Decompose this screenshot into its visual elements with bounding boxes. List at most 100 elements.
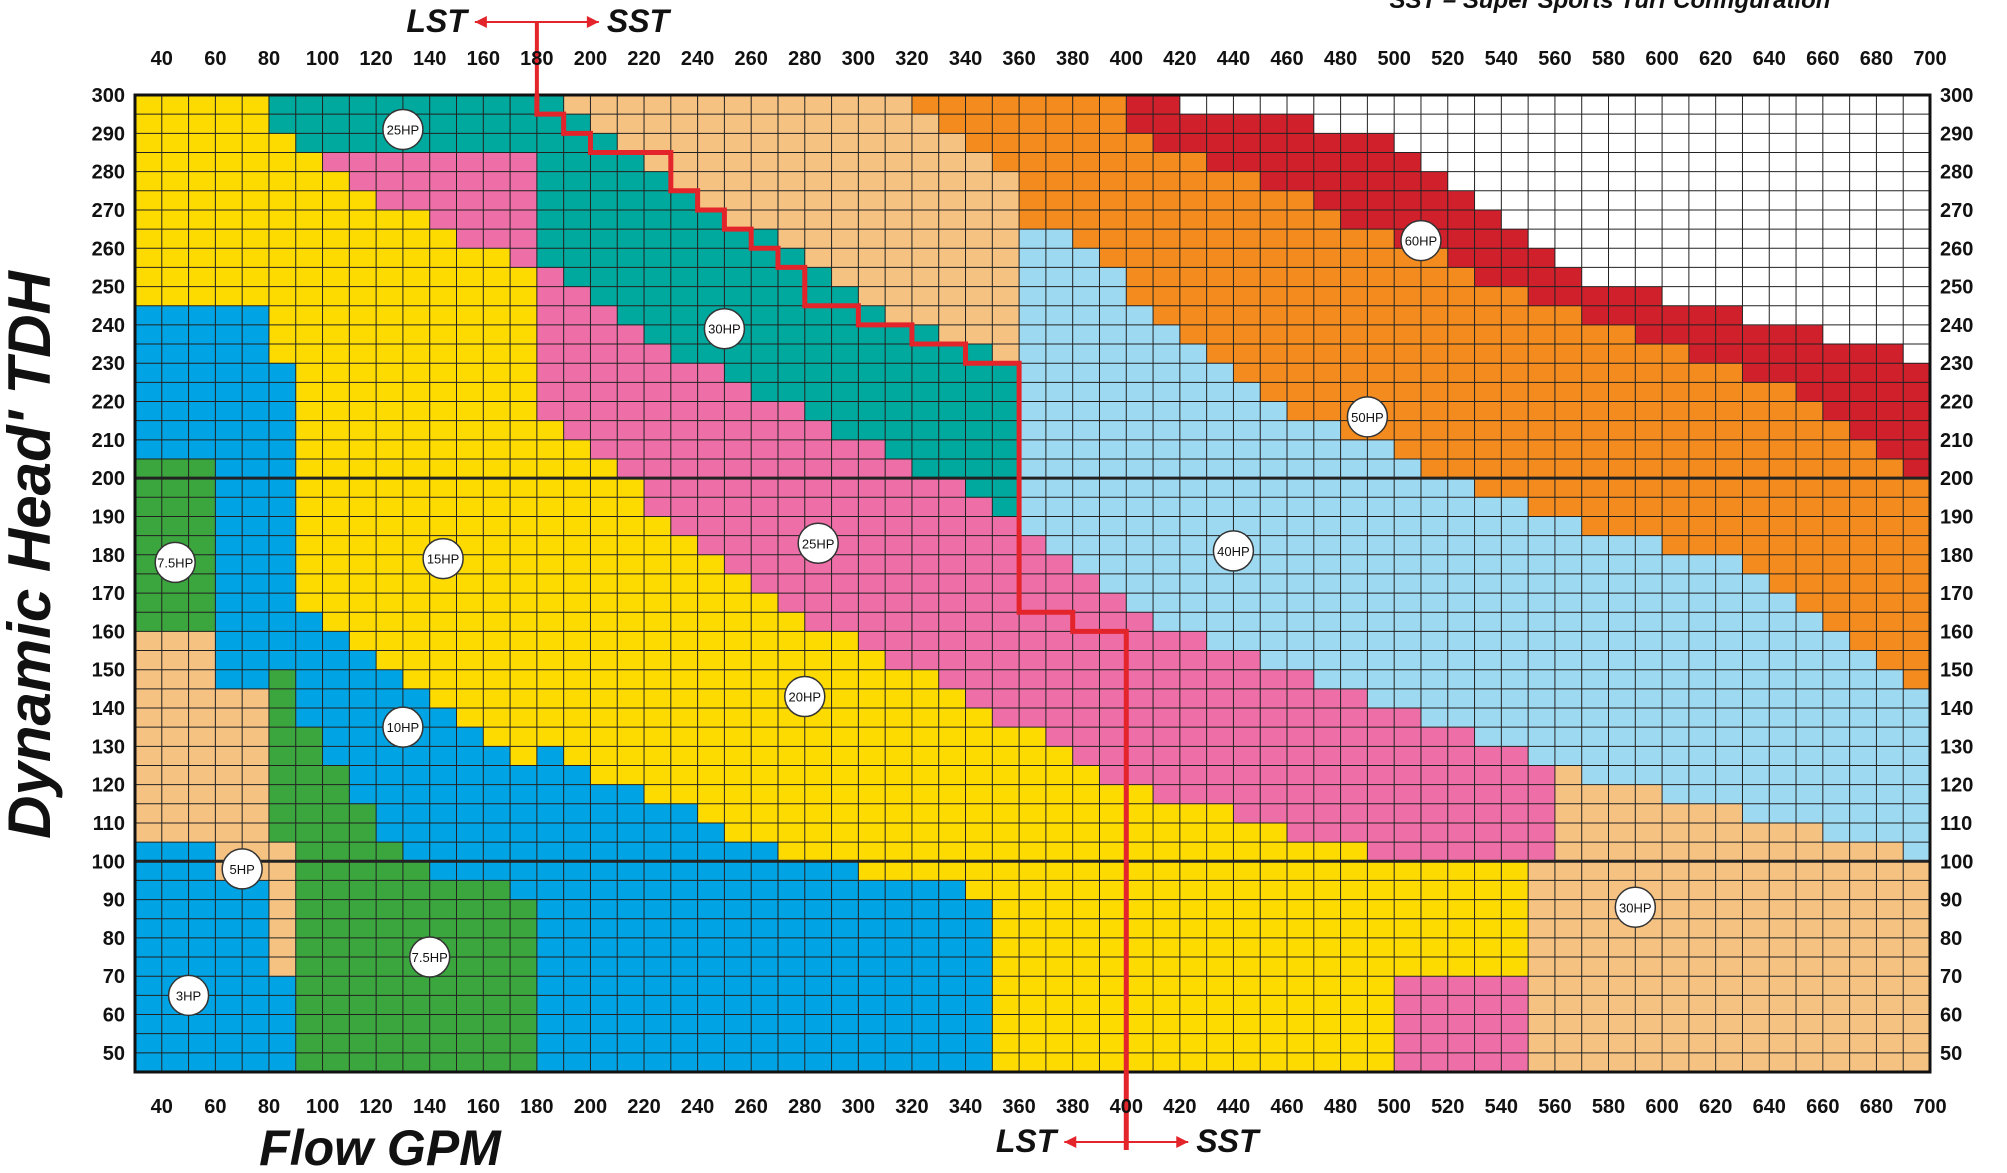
heatmap-cell [858, 286, 886, 307]
heatmap-cell [831, 842, 859, 862]
heatmap-cell [617, 248, 645, 268]
x-tick-label-bottom: 40 [151, 1096, 173, 1118]
heatmap-cell [1715, 765, 1743, 785]
heatmap-cell [161, 209, 189, 230]
heatmap-cell [590, 439, 618, 460]
heatmap-cell [1126, 516, 1154, 536]
heatmap-cell [1099, 784, 1127, 805]
heatmap-cell [1688, 1014, 1716, 1034]
heatmap-cell [1474, 152, 1502, 172]
heatmap-cell [911, 152, 940, 172]
heatmap-cell [1045, 708, 1073, 728]
heatmap-cell [1233, 190, 1261, 211]
heatmap-cell [1769, 535, 1797, 556]
heatmap-cell [1233, 746, 1261, 766]
heatmap-cell [349, 478, 377, 498]
heatmap-cell [1367, 976, 1395, 996]
heatmap-cell [1903, 344, 1931, 364]
heatmap-cell [965, 401, 993, 421]
heatmap-cell [938, 957, 966, 977]
heatmap-cell [1501, 612, 1529, 632]
heatmap-cell [1528, 535, 1556, 556]
heatmap-cell [938, 803, 966, 824]
heatmap-cell [670, 114, 698, 134]
heatmap-cell [242, 248, 270, 268]
heatmap-cell [1769, 401, 1797, 421]
heatmap-cell [1099, 727, 1127, 747]
heatmap-cell [751, 152, 779, 172]
y-tick-label-left: 80 [103, 928, 125, 950]
heatmap-cell [161, 688, 189, 709]
heatmap-cell [1367, 669, 1395, 690]
heatmap-cell [1581, 937, 1609, 958]
heatmap-cell [1769, 363, 1797, 383]
heatmap-cell [483, 727, 511, 747]
heatmap-cell [349, 669, 377, 690]
heatmap-cell [1528, 899, 1556, 920]
hp-badge [382, 108, 424, 151]
heatmap-cell [1153, 995, 1181, 1015]
heatmap-cell [724, 688, 752, 709]
heatmap-cell [1876, 344, 1904, 364]
heatmap-cell [831, 708, 859, 728]
heatmap-cell [536, 631, 564, 651]
heatmap-cell [1019, 784, 1047, 805]
heatmap-cell [402, 842, 431, 862]
heatmap-cell [1528, 593, 1556, 613]
heatmap-cell [724, 114, 752, 134]
heatmap-cell [1474, 937, 1502, 958]
heatmap-cell [1313, 688, 1341, 709]
heatmap-cell [1179, 305, 1207, 326]
heatmap-cell [268, 95, 297, 115]
heatmap-cell [135, 497, 163, 517]
heatmap-cell [1206, 229, 1234, 249]
heatmap-cell [1153, 382, 1181, 402]
heatmap-cell [1126, 861, 1154, 881]
heatmap-cell [1581, 458, 1609, 479]
axes: 4040606080801001001201201401401601601801… [92, 48, 1974, 1118]
heatmap-cell [804, 918, 832, 939]
heatmap-cell [1742, 324, 1770, 345]
heatmap-cell [1742, 248, 1770, 268]
heatmap-cell [670, 554, 698, 575]
heatmap-cell [1742, 784, 1770, 805]
heatmap-cell [1099, 631, 1127, 651]
heatmap-cell [1554, 478, 1583, 498]
x-tick-label-bottom: 460 [1270, 1096, 1303, 1118]
heatmap-cell [456, 286, 484, 307]
heatmap-cell [322, 746, 350, 766]
heatmap-cell [724, 1052, 752, 1073]
heatmap-cell [1206, 248, 1234, 268]
heatmap-cell [295, 248, 323, 268]
heatmap-cell [965, 880, 993, 900]
heatmap-cell [1822, 95, 1850, 115]
heatmap-cell [1099, 842, 1127, 862]
heatmap-cell [858, 976, 886, 996]
heatmap-cell [161, 880, 189, 900]
heatmap-cell [1394, 152, 1422, 172]
y-tick-label-right: 160 [1940, 621, 1973, 643]
heatmap-cell [188, 899, 216, 920]
heatmap-cell [268, 190, 297, 211]
heatmap-cell [429, 171, 457, 192]
heatmap-cell [215, 478, 243, 498]
heatmap-cell [402, 1052, 431, 1073]
y-tick-label-left: 170 [92, 583, 125, 605]
heatmap-cell [644, 803, 672, 824]
heatmap-cell [1340, 152, 1368, 172]
heatmap-cell [1394, 995, 1422, 1015]
heatmap-cell [697, 803, 725, 824]
heatmap-cell [1635, 478, 1663, 498]
heatmap-cell [1420, 612, 1449, 632]
heatmap-cell [402, 976, 431, 996]
heatmap-cell [1394, 669, 1422, 690]
heatmap-cell [1849, 190, 1877, 211]
heatmap-cell [1045, 95, 1073, 115]
heatmap-cell [1796, 573, 1824, 594]
heatmap-cell [1367, 784, 1395, 805]
heatmap-cell [697, 593, 725, 613]
heatmap-cell [1662, 842, 1690, 862]
top-note: SST – Super Sports Turf Configuration [1390, 0, 1831, 14]
heatmap-cell [429, 152, 457, 172]
heatmap-cell [1394, 516, 1422, 536]
